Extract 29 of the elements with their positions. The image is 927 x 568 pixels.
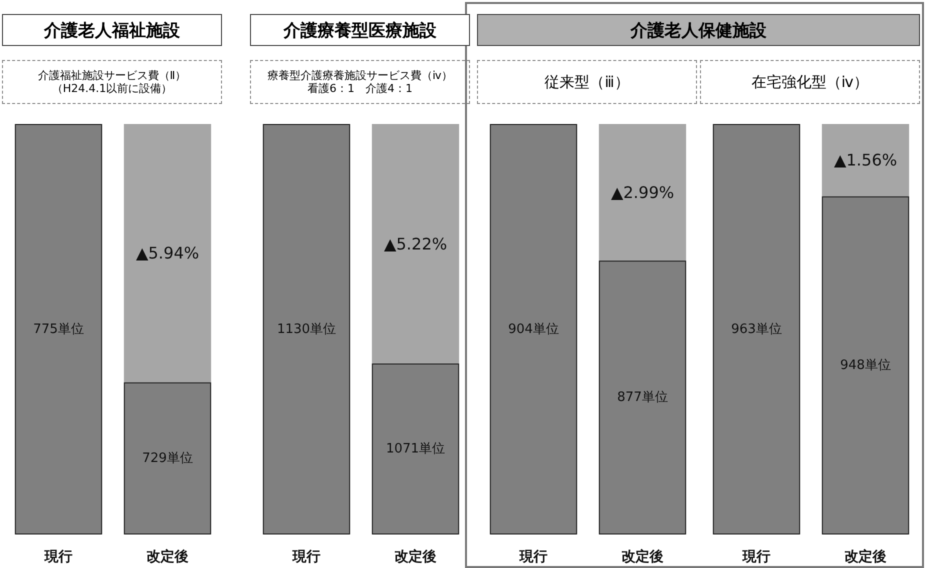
data-label: 1071単位 [386,442,446,457]
x-tick-label: 現行 [292,549,320,565]
annotation: ▲1.56% [834,150,898,170]
x-tick-label: 現行 [518,549,548,565]
x-tick-label: 改定後 [844,548,886,565]
x-tick-label: 改定後 [622,548,664,565]
x-tick-label: 改定後 [394,548,436,565]
chart-subtitle: 在宅強化型（ⅳ） [751,73,869,91]
x-tick-label: 現行 [44,549,72,565]
x-tick-label: 現行 [742,549,770,565]
data-label: 963単位 [731,322,782,337]
text: （H24.4.1以前に設備） [52,82,172,96]
annotation: ▲5.22% [384,234,448,254]
chart-subtitle: 従来型（ⅲ） [544,73,630,91]
chart-title: 介護療養型医療施設 [250,14,470,46]
text: 看護6：1 介護4：1 [308,82,412,96]
data-label: 904単位 [508,322,559,337]
data-label: 775単位 [33,322,84,337]
chart-title: 介護老人保健施設 [477,14,920,46]
data-label: 729単位 [142,450,193,466]
annotation: ▲2.99% [610,182,674,202]
data-label: 948単位 [840,358,891,373]
chart-subtitle: 療養型介護療養施設サービス費（ⅳ） [268,68,452,82]
x-tick-label: 改定後 [146,548,188,565]
annotation: ▲5.94% [136,244,200,263]
chart-subtitle: 介護福祉施設サービス費（Ⅱ） [38,68,186,82]
data-label: 1130単位 [276,322,336,337]
chart-title: 介護老人福祉施設 [2,14,222,46]
data-label: 877単位 [617,390,668,406]
